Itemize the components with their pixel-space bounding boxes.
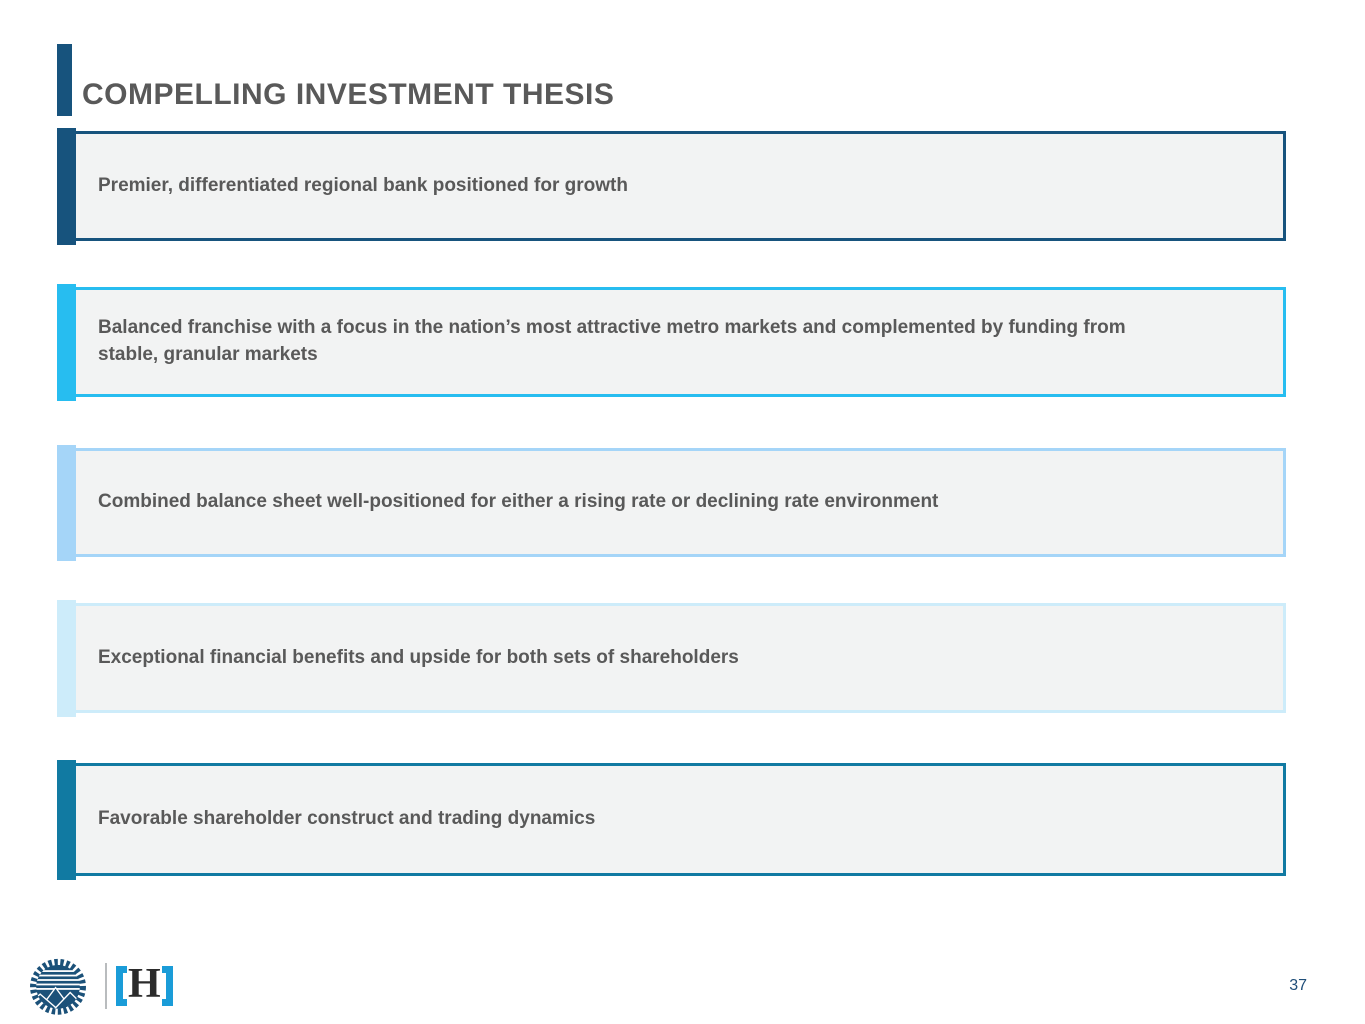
thesis-text: Combined balance sheet well-positioned f… (98, 491, 939, 513)
thesis-box: Combined balance sheet well-positioned f… (66, 448, 1286, 557)
thesis-text: Premier, differentiated regional bank po… (98, 174, 628, 196)
title-accent-bar (57, 44, 72, 116)
accent-bar (57, 760, 76, 880)
thesis-item: Favorable shareholder construct and trad… (57, 760, 1286, 880)
thesis-item: Premier, differentiated regional bank po… (57, 128, 1286, 245)
h-brackets-logo-icon: H (116, 960, 173, 1012)
thesis-text: Balanced franchise with a focus in the n… (98, 317, 1126, 365)
thesis-text: Exceptional financial benefits and upsid… (98, 646, 739, 668)
accent-bar (57, 284, 76, 401)
h-letter: H (128, 961, 161, 1007)
accent-bar (57, 128, 76, 245)
thesis-box: Balanced franchise with a focus in the n… (66, 287, 1286, 397)
logo-divider (105, 963, 107, 1009)
thesis-box: Premier, differentiated regional bank po… (66, 131, 1286, 241)
footer-logos: H (17, 956, 173, 1016)
accent-bar (57, 600, 76, 717)
left-bracket-icon (116, 966, 127, 1006)
thesis-box: Exceptional financial benefits and upsid… (66, 603, 1286, 713)
right-bracket-icon (161, 966, 173, 1006)
thesis-item: Balanced franchise with a focus in the n… (57, 284, 1286, 401)
thesis-item: Combined balance sheet well-positioned f… (57, 445, 1286, 561)
thesis-box: Favorable shareholder construct and trad… (66, 763, 1286, 876)
thesis-text: Favorable shareholder construct and trad… (98, 808, 596, 830)
accent-bar (57, 445, 76, 561)
page-number: 37 (1289, 977, 1307, 994)
mountain-sun-emblem-icon (30, 958, 86, 1015)
thesis-item: Exceptional financial benefits and upsid… (57, 600, 1286, 717)
page-title: COMPELLING INVESTMENT THESIS (82, 78, 615, 111)
